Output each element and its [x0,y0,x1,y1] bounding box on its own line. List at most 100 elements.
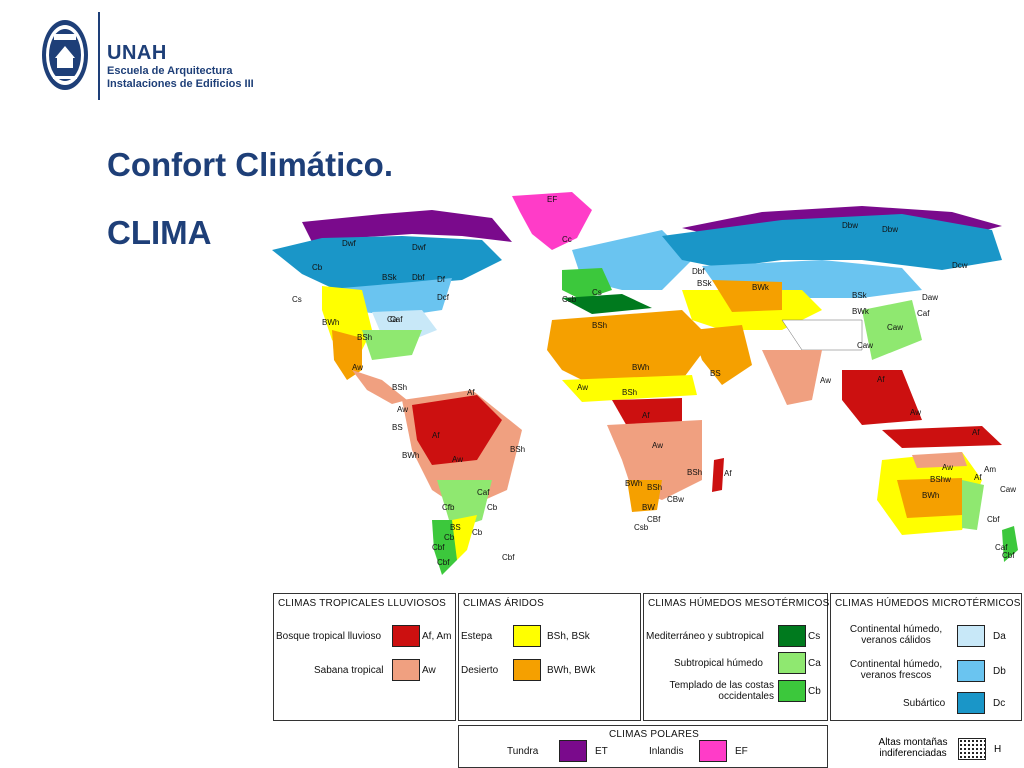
map-region-label: Caf [390,315,403,324]
legend-row-label: Subártico [903,698,946,709]
map-region-label: Caf [995,543,1008,552]
course-name: Instalaciones de Edificios III [107,78,254,90]
legend-row-label: Bosque tropical lluvioso [276,631,382,642]
org-name: UNAH [107,42,167,64]
arabia-desert [692,325,752,385]
legend-swatch-dc [957,692,985,714]
map-region-label: BSh [592,321,607,330]
legend-row-label: Templado de las costas occidentales [669,680,774,702]
sahara-desert [547,310,712,390]
legend-swatch-ef [699,740,727,762]
map-region-label: Aw [397,405,408,414]
central-america-savanna [352,370,407,404]
map-region-label: Caw [857,341,873,350]
header-divider [98,12,100,100]
map-region-label: Csb [634,523,649,532]
unah-seal-logo [42,20,88,90]
central-asia-desert [712,280,782,312]
tibet-highland [781,319,863,351]
south-america-subtropical [437,480,492,530]
slide-subtitle: CLIMA [107,214,212,251]
map-region-label: CBw [667,495,684,504]
map-region-label: Cb [487,503,498,512]
legend-meso-box: CLIMAS HÚMEDOS MESOTÉRMICOS Mediterráneo… [643,593,829,721]
map-region-label: BWk [852,307,870,316]
legend-tropical-box: CLIMAS TROPICALES LLUVIOSOS Bosque tropi… [273,593,456,721]
map-region-label: BSh [392,383,407,392]
map-region-label: Cbf [432,543,445,552]
map-region-label: Aw [652,441,663,450]
school-name: Escuela de Arquitectura [107,65,233,77]
legend-polar-box: CLIMAS POLARES Tundra ET Inlandis EF [458,725,828,768]
map-region-label: BShw [930,475,951,484]
map-region-label: Csb [562,295,577,304]
legend-code: BWh, BWk [547,665,596,676]
legend-swatch-et [559,740,587,762]
legend-swatch-db [957,660,985,682]
east-asia-subtropical [862,300,922,360]
map-region-label: BS [450,523,461,532]
slide-title: Confort Climático. [107,146,393,183]
map-region-label: BSk [852,291,868,300]
new-zealand [1002,526,1018,562]
legend-code: EF [735,746,748,757]
map-region-label: Dwf [342,239,357,248]
legend-row-label: Subtropical húmedo [674,658,763,669]
map-region-label: BSk [697,279,713,288]
europe-west-coast [562,268,612,300]
map-region-label: Caf [477,488,490,497]
north-america-continental [342,278,452,316]
map-region-label: BSh [510,445,525,454]
map-region-label: Aw [942,463,953,472]
map-region-label: BS [392,423,403,432]
india-savanna [762,350,822,405]
map-region-label: Af [432,431,440,440]
legend-row-label: Desierto [461,665,499,676]
legend-polar-heading: CLIMAS POLARES [609,729,700,740]
map-region-label: Dbf [412,273,425,282]
legend-tropical-heading: CLIMAS TROPICALES LLUVIOSOS [278,598,447,609]
map-region-label: Am [984,465,996,474]
legend-swatch-da [957,625,985,647]
map-region-label: Cbf [987,515,1000,524]
map-region-label: CBf [647,515,661,524]
map-region-label: Dbw [882,225,898,234]
map-region-label: Cb [312,263,323,272]
indonesia-rainforest [882,426,1002,448]
map-region-label: Aw [820,376,831,385]
australia-north [912,452,967,468]
legend-code: Af, Am [422,631,452,642]
map-region-label: BSh [357,333,372,342]
legend-code: Cb [808,686,821,697]
map-region-label: BWh [402,451,419,460]
map-region-label: Af [467,388,475,397]
map-region-label: Dbf [692,267,705,276]
map-region-label: BSk [382,273,398,282]
map-region-label: Cs [292,295,302,304]
map-region-label: Af [724,469,732,478]
legend-arid-heading: CLIMAS ÁRIDOS [463,598,544,609]
map-region-label: Cb [472,528,483,537]
map-region-label: Aw [577,383,588,392]
legend-row-label: Continental húmedo, veranos cálidos [849,624,943,646]
map-region-label: Cs [592,288,602,297]
legend-swatch-h [958,738,986,760]
map-region-label: BWh [625,479,642,488]
map-region-label: Caw [1000,485,1016,494]
map-region-label: Af [972,428,980,437]
legend-code: Ca [808,658,821,669]
legend-row-label: Estepa [461,631,493,642]
map-region-label: Caw [887,323,903,332]
map-region-label: EF [547,195,557,204]
siberia-subarctic [662,214,1002,270]
map-region-label: BWh [322,318,339,327]
map-region-label: Cfb [442,503,455,512]
legend-tundra-label: Tundra [507,746,539,757]
map-region-label: BWh [632,363,649,372]
header-brand: UNAH Escuela de Arquitectura Instalacion… [107,42,254,91]
map-region-label: BSh [687,468,702,477]
map-region-label: Aw [910,408,921,417]
patagonia-steppe [452,515,477,560]
legend-micro-box: CLIMAS HÚMEDOS MICROTÉRMICOS Continental… [830,593,1022,721]
